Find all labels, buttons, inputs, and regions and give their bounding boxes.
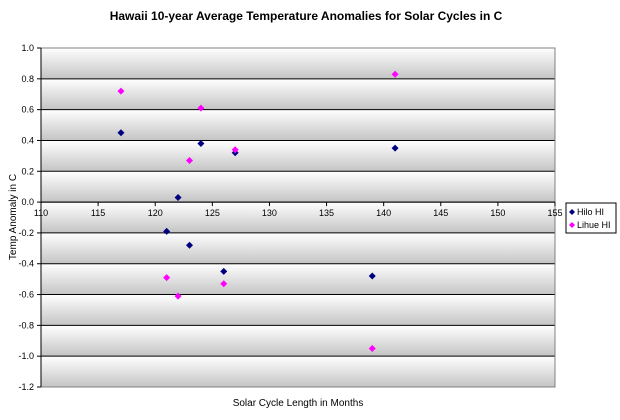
data-point-hilo: [197, 140, 205, 148]
x-tick-label: 130: [262, 208, 277, 218]
x-tick-label: 115: [91, 208, 105, 218]
y-tick-label: -0.6: [18, 290, 34, 300]
legend: Hilo HI Lihue HI: [565, 202, 617, 234]
plot-band: [41, 78, 555, 110]
data-point-hilo: [163, 227, 171, 235]
data-points: [117, 70, 399, 352]
plot-background: [41, 48, 555, 387]
data-point-lihue: [220, 280, 228, 288]
x-axis: [40, 201, 556, 207]
data-point-lihue: [368, 344, 376, 352]
plot-band: [41, 263, 555, 295]
data-point-hilo: [174, 193, 182, 201]
y-tick-label: 0.8: [21, 74, 34, 84]
y-tick-label: -1.2: [18, 382, 34, 392]
x-tick-label: 110: [34, 208, 48, 218]
data-point-hilo: [391, 144, 399, 152]
plot-band: [41, 48, 555, 79]
x-tick-label: 150: [490, 208, 505, 218]
data-point-lihue: [231, 146, 239, 154]
legend-box: [565, 202, 617, 234]
plot-band: [41, 140, 555, 172]
plot-band: [41, 202, 555, 233]
data-point-lihue: [391, 70, 399, 78]
plot-band: [41, 325, 555, 357]
x-tick-label: 145: [433, 208, 448, 218]
y-axis-label: Temp Anomaly in C: [8, 174, 19, 260]
data-point-lihue: [163, 274, 171, 282]
y-tick-label: 1.0: [21, 43, 34, 53]
y-tick-label: 0.4: [21, 135, 34, 145]
chart-title: Hawaii 10-year Average Temperature Anoma…: [110, 9, 503, 23]
legend-label-hilo: Hilo HI: [577, 207, 604, 217]
legend-marker-hilo: [569, 209, 575, 215]
legend-label-lihue: Lihue HI: [577, 220, 611, 230]
y-tick-label: -0.4: [18, 259, 34, 269]
x-tick-label: 135: [319, 208, 334, 218]
x-tick-label: 125: [205, 208, 220, 218]
plot-band: [41, 109, 555, 141]
plot-band: [41, 232, 555, 264]
legend-marker-lihue: [569, 222, 575, 228]
plot-band: [41, 294, 555, 326]
y-tick-label: -1.0: [18, 351, 34, 361]
data-point-hilo: [185, 241, 193, 249]
data-point-hilo: [117, 129, 125, 137]
y-tick-label: 0.2: [21, 166, 34, 176]
y-tick-label: -0.8: [18, 320, 34, 330]
data-point-lihue: [117, 87, 125, 95]
x-axis-label: Solar Cycle Length in Months: [233, 398, 364, 409]
y-tick-label: 0.6: [21, 105, 34, 115]
data-point-lihue: [197, 104, 205, 112]
x-tick-label: 155: [547, 208, 562, 218]
y-tick-label: 0.0: [21, 197, 34, 207]
data-point-hilo: [220, 267, 228, 275]
x-tick-label: 140: [376, 208, 391, 218]
data-point-hilo: [368, 272, 376, 280]
y-tick-label: -0.2: [18, 228, 34, 238]
plot-band: [41, 171, 555, 203]
y-tick-labels: 1.0 0.8 0.6 0.4 0.2 0.0 -0.2 -0.4 -0.6 -0.8 -1.0 -1…: [18, 43, 34, 392]
y-axis: [37, 47, 42, 388]
plot-band: [41, 356, 555, 387]
data-point-lihue: [174, 292, 182, 300]
data-point-lihue: [185, 156, 193, 164]
x-tick-label: 120: [148, 208, 163, 218]
x-tick-labels: 110 115 120 125 130 135 140 145 150 155: [34, 208, 563, 218]
